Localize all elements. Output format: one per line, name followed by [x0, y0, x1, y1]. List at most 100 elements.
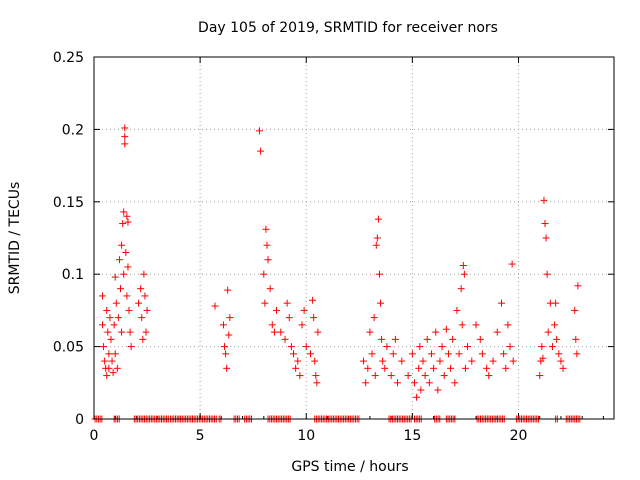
data-point — [398, 357, 406, 365]
x-axis-label: GPS time / hours — [291, 459, 408, 475]
data-point — [444, 350, 452, 358]
data-point — [105, 350, 113, 358]
data-point — [106, 314, 114, 322]
data-point — [137, 285, 145, 293]
data-point — [425, 379, 433, 387]
data-point — [459, 262, 467, 270]
data-point — [111, 273, 119, 281]
data-point — [112, 299, 120, 307]
data-point — [436, 357, 444, 365]
data-point — [256, 127, 264, 135]
plot-frame — [93, 56, 615, 420]
data-point — [413, 393, 421, 401]
data-point — [135, 299, 143, 307]
data-point — [122, 248, 130, 256]
data-point — [113, 364, 121, 372]
data-point — [542, 234, 550, 242]
data-point — [123, 292, 131, 300]
data-point — [139, 335, 147, 343]
data-point — [571, 306, 579, 314]
data-point — [504, 321, 512, 329]
data-points — [91, 124, 584, 423]
x-tick-label: 0 — [90, 428, 99, 444]
data-point — [375, 270, 383, 278]
data-point — [457, 285, 465, 293]
tick-labels: 0 5 10 15 20 0 0.05 0.1 0.15 0.2 0.25 — [53, 50, 528, 444]
data-point — [103, 306, 111, 314]
data-point — [440, 372, 448, 380]
axis-ticks — [93, 56, 614, 420]
data-point — [107, 335, 115, 343]
data-point — [438, 343, 446, 351]
data-point — [292, 364, 300, 372]
data-point — [114, 314, 122, 322]
data-point — [124, 263, 132, 271]
data-point — [460, 270, 468, 278]
data-point — [264, 256, 272, 264]
data-point — [502, 364, 510, 372]
x-tick-label: 20 — [510, 428, 528, 444]
chart-title: Day 105 of 2019, SRMTID for receiver nor… — [198, 20, 498, 36]
data-point — [126, 328, 134, 336]
grid — [94, 57, 614, 419]
data-point — [298, 321, 306, 329]
data-point — [362, 379, 370, 387]
y-tick-label: 0.05 — [53, 340, 84, 356]
data-point — [555, 350, 563, 358]
data-point — [451, 379, 459, 387]
data-point — [485, 372, 493, 380]
x-tick-label: 15 — [403, 428, 421, 444]
data-point — [434, 386, 442, 394]
data-point — [381, 364, 389, 372]
data-point — [574, 282, 582, 290]
data-point — [118, 328, 126, 336]
data-point — [557, 357, 565, 365]
data-point — [379, 357, 387, 365]
data-point — [121, 140, 129, 148]
data-point — [541, 220, 549, 228]
data-point — [270, 328, 278, 336]
data-point — [548, 343, 556, 351]
data-point — [119, 220, 127, 228]
data-point — [544, 328, 552, 336]
data-point — [538, 343, 546, 351]
data-point — [478, 350, 486, 358]
data-point — [506, 343, 514, 351]
data-point — [430, 364, 438, 372]
data-point — [368, 350, 376, 358]
data-point — [115, 256, 123, 264]
data-point — [415, 364, 423, 372]
data-point — [309, 296, 317, 304]
data-point — [312, 372, 320, 380]
data-point — [111, 350, 119, 358]
data-point — [498, 299, 506, 307]
data-point — [266, 285, 274, 293]
data-point — [391, 335, 399, 343]
data-point — [468, 357, 476, 365]
data-point — [372, 241, 380, 249]
data-point — [281, 335, 289, 343]
data-point — [489, 357, 497, 365]
data-point — [364, 364, 372, 372]
data-point — [296, 372, 304, 380]
data-point — [121, 133, 129, 141]
data-point — [140, 270, 148, 278]
data-point — [257, 147, 265, 155]
data-point — [142, 328, 150, 336]
data-point — [221, 343, 229, 351]
data-point — [125, 306, 133, 314]
data-point — [268, 321, 276, 329]
data-point — [427, 350, 435, 358]
data-point — [455, 350, 463, 358]
data-point — [389, 350, 397, 358]
data-point — [224, 286, 232, 294]
data-point — [536, 372, 544, 380]
data-point — [378, 335, 386, 343]
data-point — [500, 350, 508, 358]
data-point — [108, 357, 116, 365]
y-tick-label: 0.15 — [53, 195, 84, 211]
data-point — [360, 357, 368, 365]
data-point — [493, 328, 501, 336]
data-point — [572, 335, 580, 343]
